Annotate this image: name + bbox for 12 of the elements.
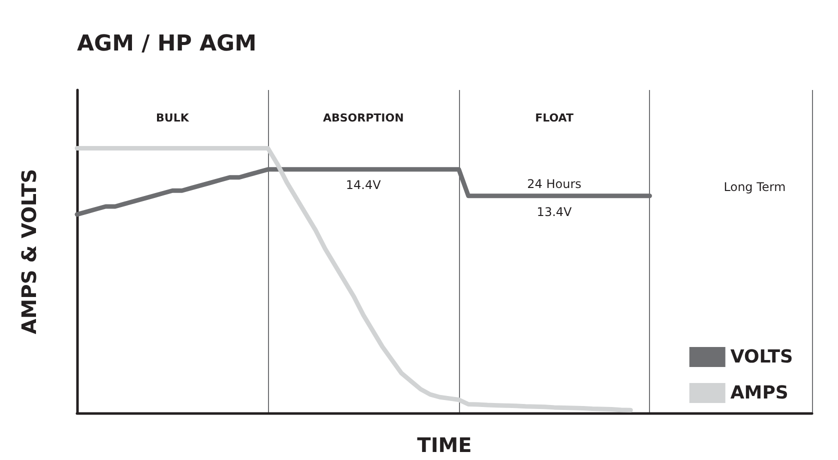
text: BULK [156, 112, 190, 124]
annotation: 14.4V [346, 178, 382, 192]
legend-label: AMPS [730, 382, 788, 404]
chart-title: AGM / HP AGM [77, 32, 257, 56]
annotation: 24 Hours [527, 177, 582, 191]
annotation: Long Term [724, 180, 786, 194]
x-axis-title: TIME [417, 433, 472, 457]
text: FLOAT [535, 112, 574, 124]
y-axis-title: AMPS & VOLTS [17, 168, 41, 334]
legend-label: VOLTS [730, 346, 794, 368]
annotation: 13.4V [536, 205, 573, 219]
text: ABSORPTION [322, 112, 404, 124]
